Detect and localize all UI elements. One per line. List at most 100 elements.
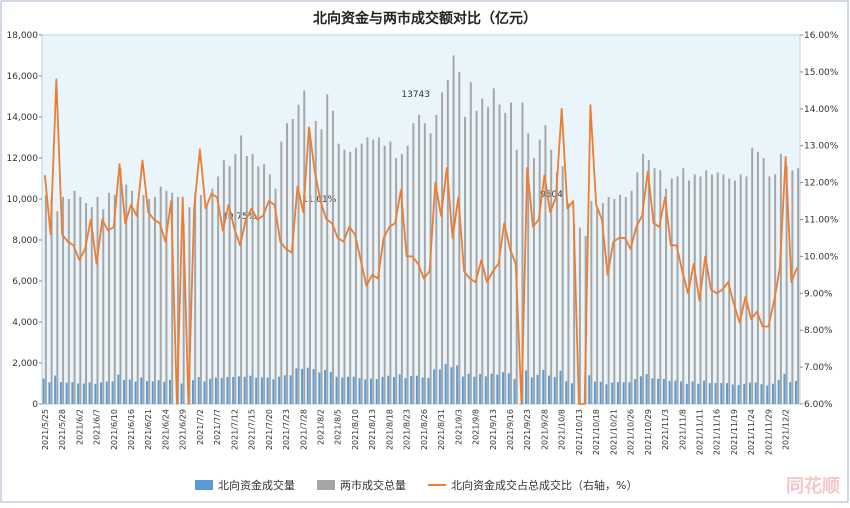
- x-tick-label: 2021/5/25: [41, 409, 50, 450]
- y2-tick-label: 6.00%: [804, 400, 833, 410]
- bar: [756, 151, 759, 404]
- bar: [762, 158, 765, 404]
- bar: [180, 383, 183, 404]
- y2-tick-label: 12.00%: [804, 179, 839, 189]
- x-tick-label: 2021/10/18: [592, 409, 601, 455]
- bar: [243, 376, 246, 404]
- bar: [291, 119, 294, 405]
- x-tick-label: 2021/9/13: [489, 409, 498, 450]
- bar: [383, 145, 386, 404]
- bar: [232, 376, 235, 404]
- bar: [647, 160, 650, 404]
- bar: [96, 196, 99, 404]
- y2-tick-label: 13.00%: [804, 142, 839, 152]
- bar: [312, 369, 315, 404]
- chart-title: 北向资金与两市成交额对比（亿元）: [313, 10, 537, 27]
- bar: [381, 376, 384, 404]
- bar: [705, 170, 708, 404]
- bar: [548, 375, 550, 404]
- bar: [739, 174, 742, 404]
- bar: [337, 143, 340, 404]
- bar: [375, 378, 378, 404]
- bar: [301, 368, 304, 404]
- bar: [680, 381, 683, 404]
- bar: [123, 380, 126, 404]
- bar: [467, 373, 470, 404]
- bar: [105, 381, 108, 404]
- x-tick-label: 2021/6/16: [127, 409, 136, 450]
- bar: [662, 378, 665, 404]
- x-tick-label: 2021/6/24: [161, 409, 170, 450]
- bar: [142, 194, 145, 404]
- x-tick-label: 2021/11/29: [764, 409, 773, 455]
- bar: [42, 378, 45, 404]
- bar: [358, 378, 361, 404]
- bar: [222, 160, 225, 404]
- legend-label: 北向资金成交占总成交比（右轴，%）: [451, 478, 637, 492]
- y2-tick-label: 16.00%: [804, 31, 839, 41]
- bar: [331, 110, 334, 404]
- y2-tick-label: 10.00%: [804, 252, 839, 262]
- x-tick-label: 2021/6/10: [110, 409, 119, 450]
- x-tick-label: 2021/6/2: [75, 409, 84, 445]
- x-tick-label: 2021/8/13: [368, 409, 377, 450]
- y-tick-label: 2,000: [12, 359, 38, 369]
- bar: [708, 383, 711, 404]
- bar: [65, 382, 68, 404]
- y2-tick-label: 7.00%: [804, 363, 833, 373]
- bar: [438, 369, 441, 404]
- bar: [320, 129, 323, 405]
- y-tick-label: 8,000: [12, 236, 38, 246]
- bar: [400, 153, 403, 404]
- bar: [113, 194, 116, 404]
- bar: [766, 385, 769, 404]
- bar: [461, 376, 464, 404]
- bar: [768, 176, 771, 404]
- bar: [48, 382, 51, 404]
- bar: [685, 383, 688, 404]
- bar: [521, 102, 524, 405]
- x-tick-label: 2021/7/7: [213, 409, 222, 445]
- bar: [364, 379, 367, 404]
- bar: [157, 380, 160, 404]
- bar: [653, 168, 656, 404]
- bar: [335, 376, 338, 404]
- bar: [703, 380, 706, 404]
- x-tick-label: 2021/11/16: [713, 409, 722, 455]
- bar: [458, 71, 461, 405]
- bar: [481, 98, 484, 405]
- bar: [789, 382, 792, 404]
- bar: [306, 367, 309, 404]
- bar: [159, 186, 162, 404]
- legend-swatch: [195, 480, 213, 490]
- bar: [73, 190, 76, 404]
- bar: [274, 188, 277, 404]
- bar: [245, 155, 248, 404]
- bar: [743, 383, 746, 404]
- x-tick-label: 2021/8/31: [437, 409, 446, 450]
- bar: [555, 172, 558, 404]
- bar: [318, 372, 321, 404]
- bar: [731, 384, 734, 404]
- bar: [295, 368, 298, 404]
- bar: [433, 369, 436, 404]
- bar: [240, 135, 243, 404]
- bar: [128, 379, 131, 404]
- bar: [220, 377, 223, 404]
- bar: [779, 153, 782, 404]
- y2-tick-label: 14.00%: [804, 105, 839, 115]
- bar: [619, 194, 622, 404]
- bar: [484, 376, 487, 404]
- bar: [228, 166, 231, 404]
- bar: [85, 203, 88, 404]
- bar: [303, 90, 306, 404]
- bar: [726, 383, 729, 404]
- bar: [347, 376, 350, 404]
- bar: [570, 383, 573, 404]
- y2-tick-label: 8.00%: [804, 326, 833, 336]
- x-tick-label: 2021/8/23: [403, 409, 412, 450]
- legend-swatch: [317, 480, 335, 490]
- bar: [645, 374, 648, 404]
- bar: [148, 199, 151, 404]
- x-tick-label: 2021/9/28: [540, 409, 549, 450]
